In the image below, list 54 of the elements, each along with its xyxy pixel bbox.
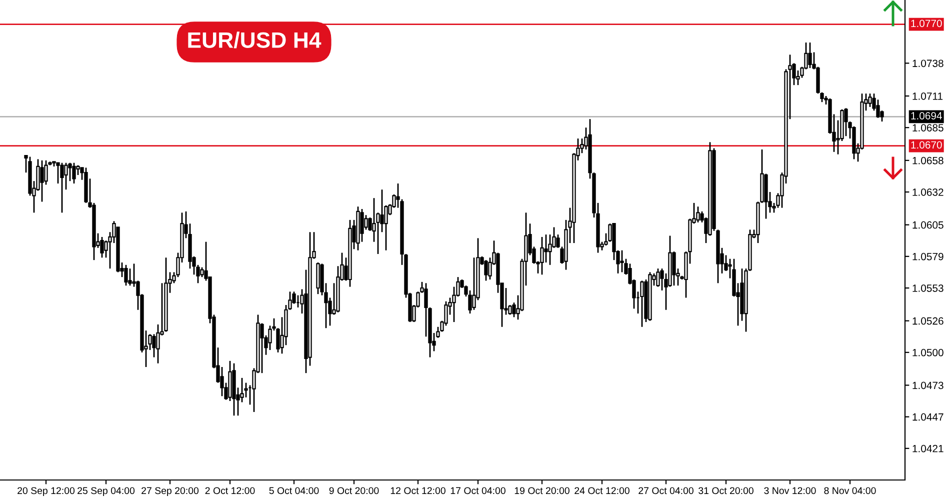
y-tick-label: 1.0685 — [912, 124, 944, 132]
candlestick — [60, 162, 64, 214]
x-tick-label: 20 Sep 12:00 — [18, 487, 75, 496]
y-tick-label: 1.0605 — [912, 221, 944, 229]
y-tick-label: 1.0632 — [912, 188, 944, 196]
x-tick-label: 12 Oct 12:00 — [390, 487, 446, 494]
x-tick-label: 31 Oct 20:00 — [698, 487, 754, 494]
candlestick — [128, 268, 132, 286]
candlestick — [640, 280, 644, 328]
candlestick — [544, 234, 548, 264]
y-tick-label: 1.0738 — [912, 60, 944, 68]
candlestick — [540, 236, 544, 276]
x-tick-label: 9 Oct 20:00 — [329, 487, 379, 494]
y-tick-label: 1.0553 — [912, 284, 944, 292]
candlestick — [124, 264, 128, 286]
x-tick-label: 17 Oct 04:00 — [450, 487, 506, 494]
candlestick — [620, 250, 624, 273]
candlestick — [364, 214, 368, 230]
candlestick — [260, 322, 264, 374]
x-tick-label: 8 Nov 04:00 — [824, 487, 876, 494]
y-tick-label: 1.0526 — [912, 317, 944, 325]
candlestick — [844, 107, 848, 137]
x-tick-label: 19 Oct 20:00 — [514, 487, 570, 494]
candlestick — [656, 268, 660, 288]
ref-line-label: 1.0694 — [911, 112, 942, 120]
candlestick — [152, 333, 156, 358]
x-tick-label: 25 Sep 04:00 — [78, 487, 135, 496]
candlestick — [64, 162, 68, 190]
candlestick — [868, 92, 872, 108]
candlestick — [100, 236, 104, 258]
candlestick — [808, 42, 812, 69]
y-tick-label: 1.0579 — [912, 252, 944, 260]
candlestick — [696, 206, 700, 224]
y-tick-label: 1.0658 — [912, 156, 944, 164]
ref-line-label: 1.0770 — [911, 20, 942, 28]
y-tick-label: 1.0500 — [912, 348, 944, 356]
ref-line-label: 1.0670 — [911, 141, 942, 149]
candlestick — [76, 164, 80, 176]
y-tick-label: 1.0711 — [912, 92, 943, 100]
x-tick-label: 3 Nov 12:00 — [764, 487, 816, 494]
y-tick-label: 1.0447 — [912, 413, 944, 421]
candlestick — [72, 162, 76, 184]
y-tick-label: 1.0473 — [912, 382, 944, 390]
text: EUR/USD H4 — [188, 32, 322, 48]
candlestick — [40, 160, 44, 202]
candlestick — [360, 208, 364, 243]
x-tick-label: 24 Oct 12:00 — [574, 487, 630, 494]
candlestick — [484, 259, 488, 282]
x-tick-label: 5 Oct 04:00 — [269, 487, 319, 494]
x-tick-label: 2 Oct 12:00 — [205, 487, 255, 494]
candlestick — [672, 250, 676, 286]
x-tick-label: 27 Oct 04:00 — [638, 487, 694, 494]
x-tick-label: 27 Sep 20:00 — [142, 487, 199, 496]
y-tick-label: 1.0421 — [912, 444, 944, 452]
